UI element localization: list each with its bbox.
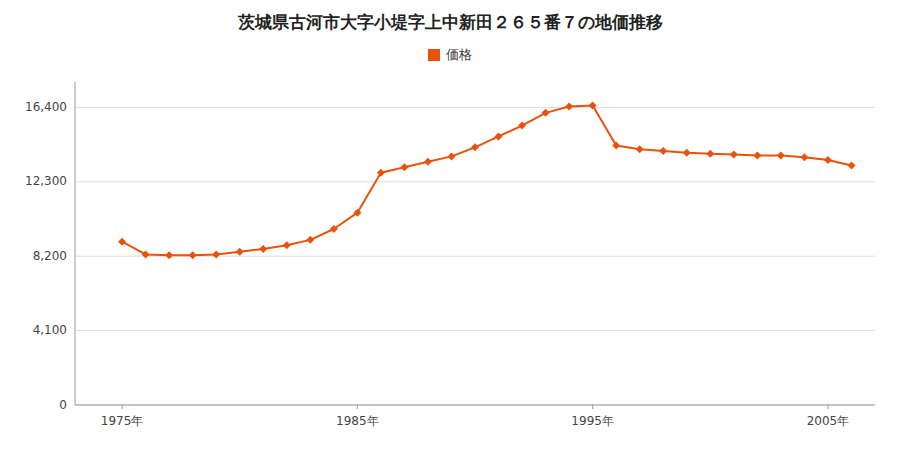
title: 茨城県古河市大字小堤字上中新田２６５番７の地価推移 [237,12,663,32]
point [518,122,526,130]
y-tick-label: 12,300 [25,174,67,188]
point [471,143,479,151]
point [612,142,620,150]
y-tick-label: 8,200 [33,249,67,263]
line [122,106,851,256]
point [283,241,291,249]
point [424,158,432,166]
point [683,149,691,157]
point [565,102,573,110]
y-tick-label: 4,100 [33,323,67,337]
point [495,132,503,140]
x-tick-label: 2005年 [807,414,850,428]
point [165,251,173,259]
point [824,156,832,164]
point [447,152,455,160]
x-tick-label: 1985年 [336,414,379,428]
x-tick [592,405,593,409]
point [353,209,361,217]
point [659,147,667,155]
x-tick [357,405,358,409]
point [330,225,338,233]
y-grid-line [75,181,875,182]
point [542,109,550,117]
point [189,251,197,259]
legend-swatch [428,49,440,61]
point [212,250,220,258]
x-axis-line [75,405,875,406]
chart-container: 茨城県古河市大字小堤字上中新田２６５番７の地価推移 0 4,100 8,200 12,3… [0,0,900,450]
point [589,102,597,110]
y-tick-label: 0 [59,398,67,412]
x-tick-label: 1995年 [571,414,614,428]
point [777,151,785,159]
y-tick-label: 16,400 [25,100,67,114]
point [753,151,761,159]
point [377,169,385,177]
y-grid-line [75,405,875,406]
point [400,163,408,171]
plot-area [118,102,855,260]
point [236,248,244,256]
point [306,236,314,244]
point [706,150,714,158]
x-tick-label: 1975年 [101,414,144,428]
chart-svg: 茨城県古河市大字小堤字上中新田２６５番７の地価推移 0 4,100 8,200 12,3… [0,0,900,450]
grid [75,107,875,405]
y-axis-line [75,82,76,405]
x-tick [122,405,123,409]
point [142,250,150,258]
legend: 価格 [428,47,472,62]
y-grid-line [75,330,875,331]
x-tick [827,405,828,409]
point [800,153,808,161]
point [259,245,267,253]
y-grid-line [75,107,875,108]
point [847,161,855,169]
background [0,0,900,450]
point [636,145,644,153]
legend-label: 価格 [446,47,472,62]
point [730,151,738,159]
point [118,238,126,246]
